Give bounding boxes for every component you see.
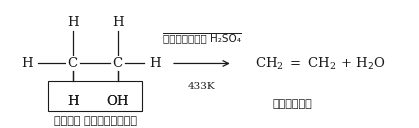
FancyBboxPatch shape — [48, 81, 142, 111]
Text: H: H — [67, 95, 78, 108]
Text: एथिलीन: एथिलीन — [272, 99, 312, 109]
Text: C: C — [113, 57, 123, 70]
Text: H: H — [67, 95, 78, 108]
Text: OH: OH — [106, 95, 129, 108]
Text: एथिल ऐल्कोहॉल: एथिल ऐल्कोहॉल — [54, 116, 137, 126]
Text: H: H — [67, 15, 78, 29]
Text: $\mathregular{CH_2}$ $=$ $\mathregular{CH_2}$ + H$_2$O: $\mathregular{CH_2}$ $=$ $\mathregular{C… — [255, 55, 385, 72]
Text: सान्द्र H₂SO₄: सान्द्र H₂SO₄ — [163, 33, 241, 43]
Text: 433K: 433K — [188, 82, 216, 91]
Text: H: H — [112, 15, 124, 29]
Text: H: H — [21, 57, 33, 70]
Text: OH: OH — [106, 95, 129, 108]
Text: H: H — [149, 57, 160, 70]
Text: C: C — [67, 57, 78, 70]
